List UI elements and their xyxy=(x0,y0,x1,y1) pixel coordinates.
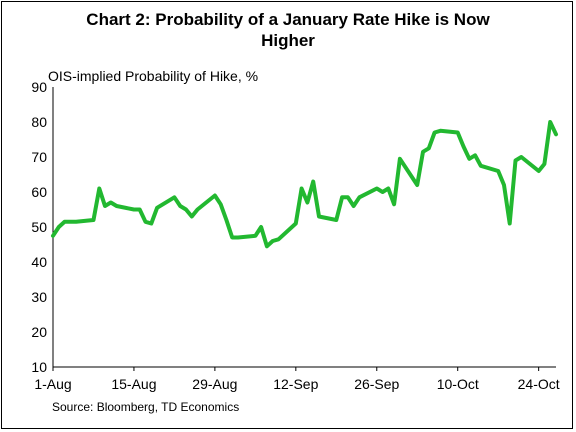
chart-title-line-1: Chart 2: Probability of a January Rate H… xyxy=(86,10,490,29)
chart-title-line-2: Higher xyxy=(261,31,315,50)
y-tick-labels: 10 20 30 40 50 60 70 80 90 xyxy=(31,79,47,375)
y-axis-label: OIS-implied Probability of Hike, % xyxy=(48,68,259,84)
x-tick-labels: 1-Aug 15-Aug 29-Aug 12-Sep 26-Sep 10-Oct 24-Oc… xyxy=(34,367,560,392)
x-tick-label: 15-Aug xyxy=(111,376,156,392)
series-line xyxy=(51,120,558,249)
x-tick-label: 26-Sep xyxy=(354,376,399,392)
plot-area xyxy=(51,120,558,249)
y-tick-label: 90 xyxy=(31,79,47,95)
x-tick-label: 10-Oct xyxy=(437,376,479,392)
y-tick-label: 20 xyxy=(31,324,47,340)
y-tick-label: 10 xyxy=(31,359,47,375)
x-tick-label: 12-Sep xyxy=(273,376,318,392)
x-tick-label: 29-Aug xyxy=(192,376,237,392)
source-note: Source: Bloomberg, TD Economics xyxy=(52,400,240,414)
y-tick-label: 70 xyxy=(31,149,47,165)
y-tick-label: 50 xyxy=(31,219,47,235)
chart-title: Chart 2: Probability of a January Rate H… xyxy=(0,9,576,51)
y-tick-label: 80 xyxy=(31,114,47,130)
chart-axes xyxy=(52,87,556,368)
x-tick-label: 1-Aug xyxy=(34,376,71,392)
y-tick-label: 60 xyxy=(31,184,47,200)
x-tick-label: 24-Oct xyxy=(518,376,560,392)
y-tick-label: 40 xyxy=(31,254,47,270)
y-tick-label: 30 xyxy=(31,289,47,305)
